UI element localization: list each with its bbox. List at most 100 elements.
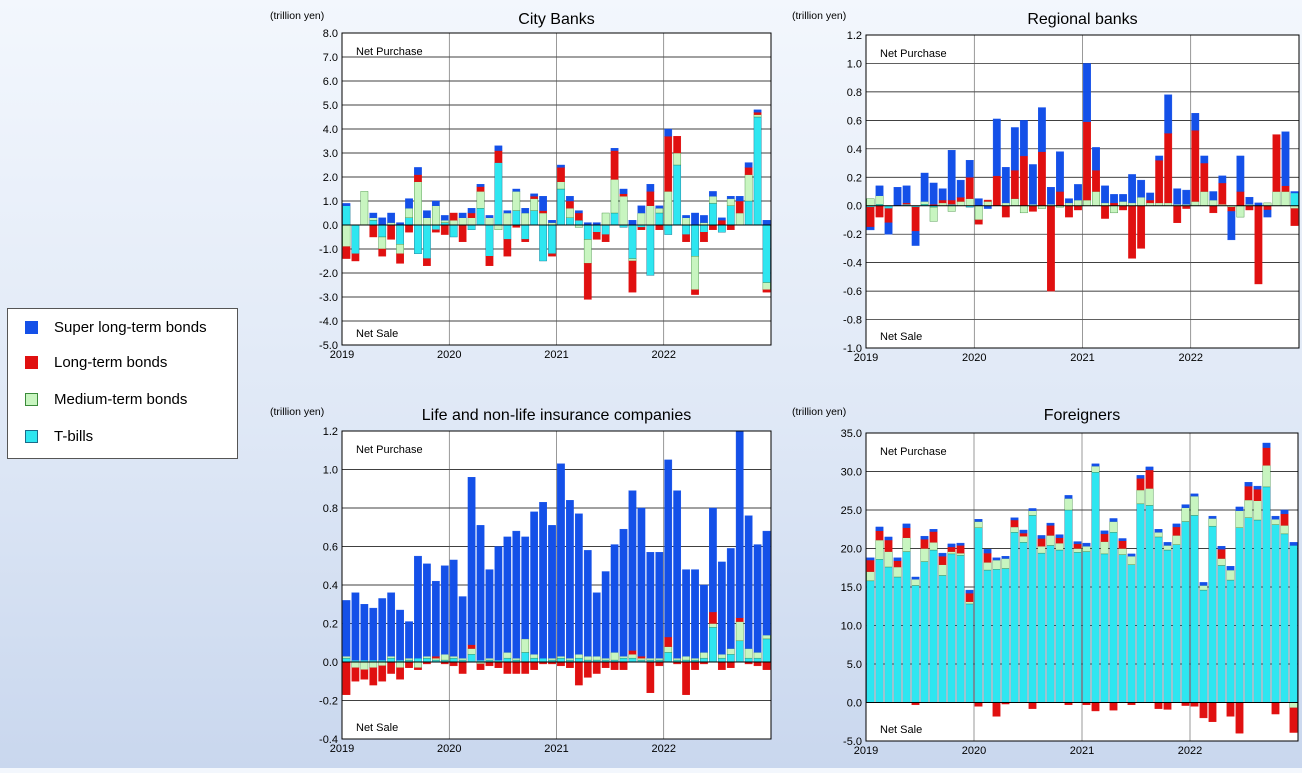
bar-segment-tbills (494, 162, 503, 226)
bar-segment-medium (1109, 521, 1118, 533)
bar-segment-tbills (566, 217, 574, 226)
bar-segment-medium (1074, 199, 1082, 206)
bar-segment-long (592, 231, 601, 240)
bar-segment-long (1001, 205, 1010, 218)
bar-segment-tbills (1037, 552, 1046, 703)
bar-segment-tbills (956, 555, 965, 703)
bar-segment-super (476, 525, 485, 661)
bar-segment-medium (1262, 465, 1271, 488)
bar-segment-long (396, 667, 404, 680)
bar-segment-medium (342, 656, 351, 659)
bar-segment-super (1010, 517, 1019, 521)
bar-segment-super (521, 536, 530, 640)
y-tick-label: -3.0 (319, 292, 338, 304)
bar-segment-medium (601, 657, 610, 661)
bar-segment-tbills (1127, 564, 1136, 703)
y-tick-label: 0.6 (847, 115, 862, 127)
bar-segment-long (1254, 205, 1263, 285)
bar-segment-tbills (449, 657, 458, 663)
bar-segment-long (1227, 206, 1236, 212)
bar-segment-super (1154, 529, 1163, 533)
bar-segment-tbills (646, 224, 655, 276)
bar-segment-medium (1001, 558, 1010, 569)
bar-segment-medium (735, 212, 744, 226)
chart-svg: Regional banks (trillion yen) -1.0 -0.8 -0.6… (792, 10, 1300, 364)
bar-segment-long (664, 135, 673, 192)
bar-segment-super (440, 215, 449, 221)
bar-segment-long (956, 545, 965, 554)
bar-segment-tbills (521, 652, 530, 663)
bar-segment-tbills (726, 205, 735, 226)
bar-segment-super (423, 210, 431, 219)
bar-segment-medium (378, 236, 387, 250)
bar-segment-long (619, 193, 628, 197)
bar-segment-super (911, 576, 920, 580)
bar-segment-super (1146, 192, 1155, 201)
bar-segment-super (956, 542, 965, 546)
bar-segment-long (458, 661, 467, 674)
bar-segment-long (744, 167, 753, 175)
bar-segment-medium (566, 657, 574, 661)
bar-segment-long (866, 559, 875, 572)
chart-title: City Banks (518, 11, 594, 28)
bar-segment-long (884, 208, 893, 224)
bar-segment-super (717, 217, 726, 221)
bar-segment-super (1164, 94, 1173, 134)
bar-segment-super (974, 198, 983, 206)
bar-segment-medium (1191, 201, 1200, 206)
bar-segment-long (1019, 532, 1028, 537)
bar-segment-super (494, 546, 503, 661)
bar-segment-long (396, 253, 404, 264)
bar-segment-long (1290, 208, 1299, 226)
bar-segment-super (682, 569, 690, 657)
bar-segment-long (1019, 155, 1028, 206)
bar-segment-medium (369, 661, 378, 668)
bar-segment-super (566, 195, 574, 202)
bar-segment-medium (360, 661, 369, 670)
x-tick-label: 2020 (962, 352, 986, 364)
x-tick-label: 2021 (544, 743, 568, 755)
bar-segment-super (974, 519, 983, 522)
bar-segment-tbills (1073, 552, 1082, 703)
bar-segment-tbills (583, 224, 592, 240)
bar-segment-super (1082, 542, 1091, 547)
bar-segment-medium (467, 217, 476, 226)
x-tick-label: 2022 (1179, 352, 1203, 364)
bar-segment-medium (583, 656, 592, 661)
bar-segment-medium (682, 217, 690, 226)
y-tick-label: 0.0 (323, 220, 338, 232)
bar-segment-long (601, 234, 610, 243)
bar-segment-tbills (351, 224, 360, 254)
bar-segment-medium (1019, 535, 1028, 543)
bar-segment-medium (637, 657, 646, 661)
bar-segment-long (983, 552, 992, 563)
bar-segment-medium (530, 198, 539, 211)
bar-segment-medium (1092, 191, 1100, 206)
bar-segment-long (1010, 519, 1019, 528)
bar-segment-super (548, 219, 556, 223)
bar-segment-medium (744, 174, 753, 202)
bar-segment-medium (691, 256, 699, 291)
bar-segment-long (583, 263, 592, 300)
x-tick-label: 2020 (437, 349, 461, 361)
bar-segment-medium (387, 656, 396, 659)
bar-segment-long (1280, 513, 1289, 526)
bar-segment-medium (1145, 488, 1154, 506)
bar-segment-tbills (938, 575, 947, 703)
bar-segment-medium (1253, 500, 1262, 521)
bar-segment-long (1092, 169, 1100, 192)
y-tick-label: -0.4 (843, 258, 862, 270)
bar-segment-super (744, 162, 753, 168)
bar-segment-long (762, 289, 771, 293)
annotation-net-sale: Net Sale (880, 331, 922, 343)
bar-segment-super (1047, 187, 1055, 205)
bar-segment-medium (691, 657, 699, 661)
y-axis-unit-label: (trillion yen) (792, 10, 846, 22)
bar-segment-long (1145, 469, 1154, 489)
bar-segment-long (1244, 485, 1253, 501)
x-tick-label: 2019 (330, 349, 354, 361)
bar-segment-long (1200, 162, 1209, 192)
bar-segment-tbills (762, 224, 771, 283)
bar-segment-super (866, 226, 875, 231)
bar-segment-super (1173, 188, 1182, 205)
